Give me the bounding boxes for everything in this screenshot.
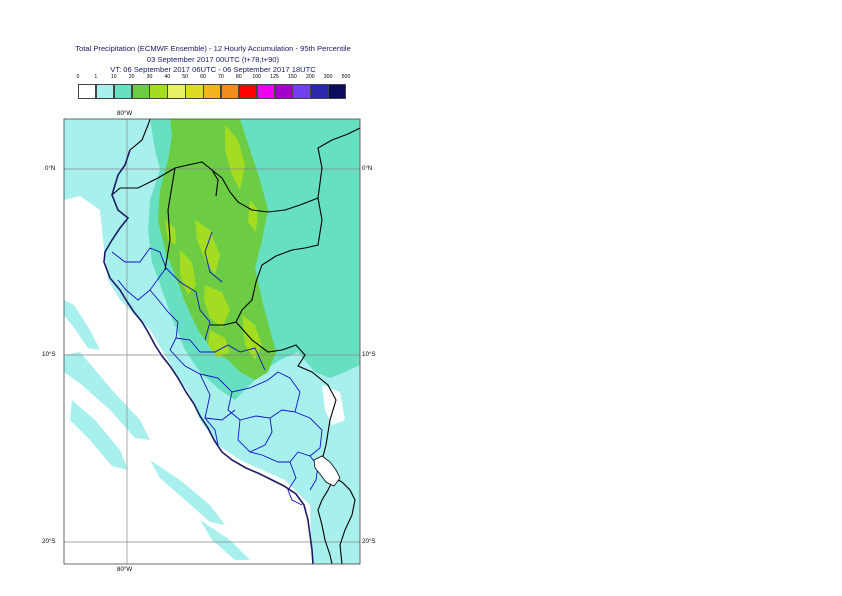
legend-color-box xyxy=(185,84,204,99)
precip-30-40 xyxy=(165,125,262,360)
legend-tick-label: 300 xyxy=(323,74,333,80)
legend-color-box xyxy=(238,84,258,99)
ocean-precip-streaks xyxy=(64,300,250,560)
valid-time: VT: 06 September 2017 06UTC - 06 Septemb… xyxy=(110,65,316,74)
legend-tick-label: 125 xyxy=(270,74,279,80)
legend-color-box xyxy=(256,84,276,99)
dry-inland-area xyxy=(322,385,345,425)
lon-label-bottom: 80°W xyxy=(117,566,133,573)
lat-label-10s-right: 10°S xyxy=(362,351,376,358)
legend-tick-label: 0 xyxy=(76,74,80,80)
legend-tick-label: 1 xyxy=(94,74,98,80)
dry-ocean-area xyxy=(64,196,312,564)
legend-color-box xyxy=(292,84,311,99)
legend-color-box xyxy=(113,84,133,99)
legend-color-box xyxy=(78,84,97,99)
legend-tick-label: 10 xyxy=(110,74,117,80)
color-legend: 0 1 10 20 30 40 50 60 70 80 100 125 150 200 300 500 xyxy=(76,74,350,102)
legend-tick-label: 20 xyxy=(128,74,135,80)
legend-tick-label: 30 xyxy=(146,74,153,80)
lake-titicaca xyxy=(313,455,341,487)
lat-label-0-left: 0°N xyxy=(45,165,56,172)
admin-boundaries xyxy=(111,231,323,506)
legend-tick-label: 60 xyxy=(200,74,206,80)
base-time: 03 September 2017 00UTC (t+78,t+90) xyxy=(146,55,280,64)
legend-tick-label: 200 xyxy=(305,74,315,80)
legend-tick-label: 150 xyxy=(288,74,297,80)
legend-tick-label: 80 xyxy=(235,74,242,80)
lat-label-20s-left: 20°S xyxy=(42,538,56,545)
chart-title: Total Precipitation (ECMWF Ensemble) - 1… xyxy=(75,44,351,53)
lon-label-top: 80°W xyxy=(117,110,133,117)
legend-tick-label: 50 xyxy=(182,74,189,80)
legend-color-box xyxy=(328,84,347,99)
legend-color-box xyxy=(167,84,186,99)
lat-label-10s-left: 10°S xyxy=(42,351,56,358)
legend-color-box xyxy=(310,84,329,99)
legend-color-box xyxy=(203,84,222,99)
legend-color-box xyxy=(274,84,293,99)
lat-label-20s-right: 20°S xyxy=(362,538,376,545)
legend-color-box xyxy=(220,84,240,99)
legend-tick-label: 500 xyxy=(341,74,351,80)
legend-color-box xyxy=(149,84,168,99)
legend-tick-label: 100 xyxy=(252,74,261,80)
lat-label-0-right: 0°N xyxy=(362,165,373,172)
national-borders xyxy=(111,119,360,564)
map-frame xyxy=(63,118,361,565)
legend-color-box xyxy=(131,84,150,99)
legend-tick-label: 40 xyxy=(164,74,171,80)
dry-ocean-strip xyxy=(64,445,180,564)
legend-tick-label: 70 xyxy=(218,74,224,80)
legend-color-box xyxy=(95,84,115,99)
coastline xyxy=(103,149,314,564)
